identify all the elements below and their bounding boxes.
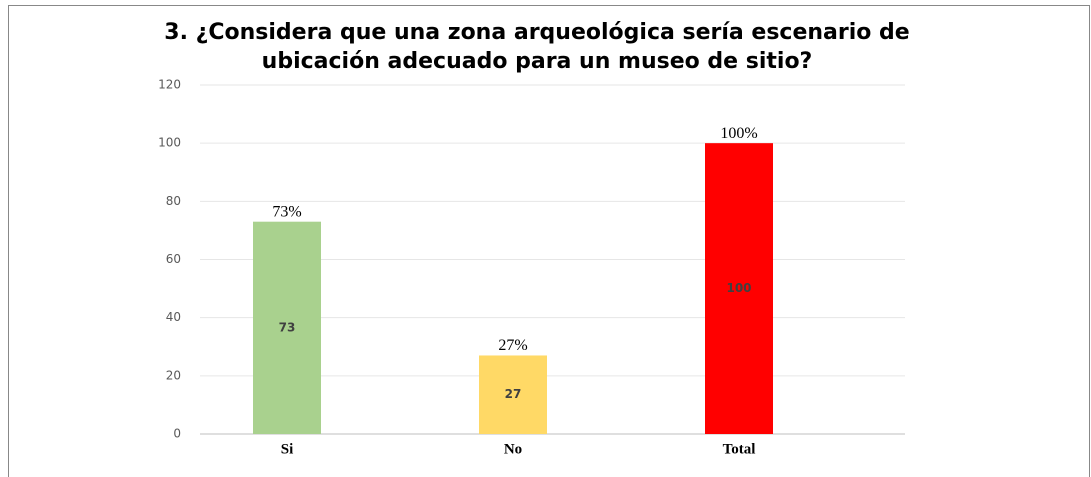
y-tick-label: 80 [166,194,181,208]
data-label: 73% [272,203,301,220]
bar-value-label: 27 [505,387,522,401]
chart-title: ubicación adecuado para un museo de siti… [262,49,813,74]
y-tick-label: 0 [173,427,181,441]
bar [253,221,321,434]
y-tick-label: 100 [158,136,181,150]
data-label: 100% [720,125,757,142]
x-tick-label: Total [723,441,756,457]
bar [479,355,547,434]
y-tick-label: 120 [158,78,181,92]
chart-frame [8,5,1090,477]
y-tick-label: 60 [166,252,181,266]
bar-value-label: 100 [726,281,751,295]
bar [705,143,773,434]
x-tick-label: No [504,441,522,457]
x-tick-label: Si [281,441,294,457]
chart-title: 3. ¿Considera que una zona arqueológica … [164,20,909,45]
bar-value-label: 73 [279,320,296,334]
y-tick-label: 20 [166,368,181,382]
data-label: 27% [498,337,527,354]
y-tick-label: 40 [166,310,181,324]
